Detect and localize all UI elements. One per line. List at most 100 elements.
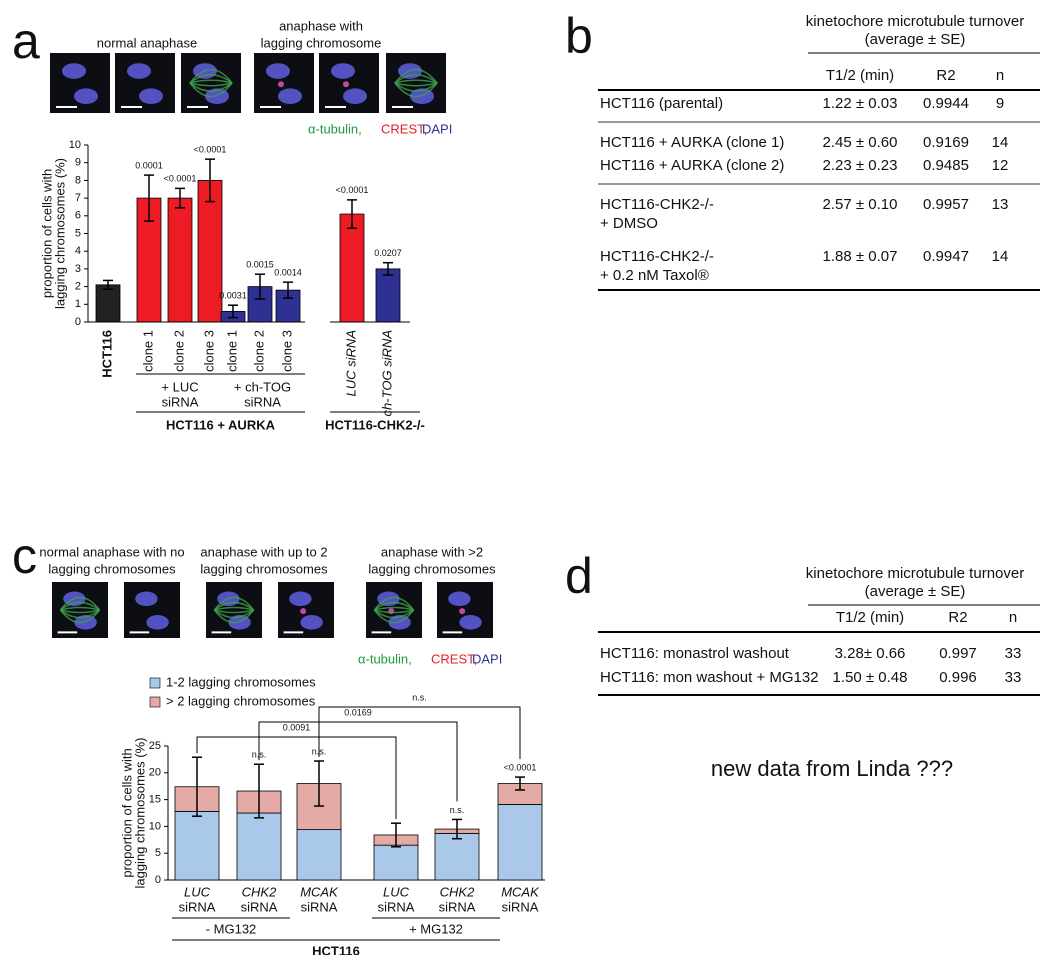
image-caption: anaphase with — [279, 18, 363, 33]
table-header: kinetochore microtubule turnover — [806, 13, 1024, 30]
p-value: 0.0207 — [374, 248, 402, 258]
p-value: 0.0001 — [135, 160, 163, 170]
spindle-fiber — [59, 601, 101, 611]
y-tick-label: 10 — [149, 820, 161, 832]
p-value: <0.0001 — [336, 185, 369, 195]
x-tick-label: MCAK — [501, 884, 540, 899]
table-header: (average ± SE) — [865, 31, 966, 48]
significance: n.s. — [450, 805, 465, 815]
chromatin — [278, 88, 302, 104]
table-cell: 1.88 ± 0.07 — [823, 248, 898, 265]
row-label: HCT116: mon washout + MG132 — [600, 669, 819, 686]
image-caption: normal anaphase with no — [39, 544, 184, 559]
x-tick-label: CHK2 — [440, 884, 475, 899]
table-cell: 0.9485 — [923, 157, 969, 174]
p-value: 0.0014 — [274, 268, 302, 278]
row-label: HCT116-CHK2-/- — [600, 248, 714, 265]
x-tick-label: siRNA — [502, 899, 539, 914]
group-label: HCT116 + AURKA — [166, 417, 276, 432]
y-tick-label: 6 — [75, 210, 81, 222]
bar — [339, 213, 365, 323]
y-axis-label: lagging chromosomes (%) — [52, 158, 67, 309]
y-tick-label: 10 — [69, 139, 81, 151]
x-tick-label: CHK2 — [242, 884, 277, 899]
p-value: <0.0001 — [164, 174, 197, 184]
group-label: + LUC — [161, 379, 198, 394]
spindle-fiber — [60, 606, 100, 611]
spindle-fiber — [394, 79, 438, 84]
table-cell: 33 — [1005, 645, 1022, 662]
table-cell: 14 — [992, 134, 1009, 151]
chromatin — [146, 615, 169, 630]
spindle-fiber — [394, 82, 438, 87]
table-cell: 3.28± 0.66 — [835, 645, 906, 662]
x-tick-label: ch-TOG siRNA — [379, 330, 394, 416]
comparison-bracket — [318, 706, 521, 760]
table-cell: 0.9169 — [923, 134, 969, 151]
bar — [197, 179, 223, 323]
row-label: HCT116 + AURKA (clone 2) — [600, 157, 784, 174]
stain-label: α-tubulin, — [358, 651, 412, 666]
spindle-fiber — [59, 609, 101, 624]
legend-swatch — [149, 696, 161, 708]
chromatin — [289, 591, 312, 607]
micrograph — [124, 582, 180, 638]
bar-segment — [497, 804, 543, 881]
micrograph — [50, 53, 110, 113]
y-tick-label: 9 — [75, 157, 81, 169]
image-caption: normal anaphase — [97, 35, 197, 50]
spindle-fiber — [60, 609, 100, 614]
spindle-fiber — [373, 609, 415, 624]
x-tick-label: siRNA — [439, 899, 476, 914]
row-label: HCT116 + AURKA (clone 1) — [600, 134, 784, 151]
chromatin — [448, 591, 471, 607]
x-tick-label: siRNA — [378, 899, 415, 914]
panel-label: a — [12, 13, 40, 69]
x-tick-label: siRNA — [301, 899, 338, 914]
micrograph — [278, 582, 334, 638]
stain-label: CREST, — [381, 121, 427, 136]
y-tick-label: 0 — [155, 874, 161, 886]
x-tick-label: clone 3 — [201, 330, 216, 372]
table-cell: 0.996 — [939, 669, 977, 686]
y-tick-label: 4 — [75, 245, 81, 257]
table-header: kinetochore microtubule turnover — [806, 565, 1024, 582]
group-label: siRNA — [162, 394, 199, 409]
y-tick-label: 5 — [75, 227, 81, 239]
table-cell: 1.22 ± 0.03 — [823, 95, 898, 112]
row-label: HCT116-CHK2-/- — [600, 196, 714, 213]
column-header: T1/2 (min) — [826, 67, 894, 84]
column-header: T1/2 (min) — [836, 609, 904, 626]
group-label: HCT116 — [312, 943, 360, 955]
image-caption: lagging chromosome — [261, 35, 382, 50]
table-cell: 0.9944 — [923, 95, 969, 112]
note: new data from Linda ??? — [711, 756, 953, 781]
row-label: + 0.2 nM Taxol® — [600, 267, 709, 284]
x-tick-label: clone 1 — [224, 330, 239, 372]
table-cell: 0.9957 — [923, 196, 969, 213]
spindle-fiber — [189, 68, 233, 84]
spindle-fiber — [59, 609, 101, 619]
table-cell: 13 — [992, 196, 1009, 213]
micrograph — [319, 53, 379, 113]
comparison-p-value: n.s. — [412, 692, 427, 702]
panel-label: b — [565, 8, 593, 64]
legend-label: 1-2 lagging chromosomes — [166, 674, 316, 689]
spindle-fiber — [373, 601, 415, 611]
spindle-fiber — [374, 609, 414, 614]
x-tick-label: siRNA — [179, 899, 216, 914]
comparison-bracket — [196, 736, 397, 820]
table-cell: 0.997 — [939, 645, 977, 662]
spindle-fiber — [59, 596, 101, 611]
image-caption: anaphase with >2 — [381, 544, 483, 559]
y-tick-label: 8 — [75, 174, 81, 186]
legend-swatch — [149, 677, 161, 689]
comparison-p-value: 0.0169 — [344, 707, 372, 717]
image-caption: lagging chromosomes — [200, 561, 328, 576]
stain-label: DAPI — [422, 121, 452, 136]
x-tick-label: siRNA — [241, 899, 278, 914]
significance: <0.0001 — [504, 762, 537, 772]
chromatin — [331, 63, 355, 79]
y-tick-label: 25 — [149, 740, 161, 752]
